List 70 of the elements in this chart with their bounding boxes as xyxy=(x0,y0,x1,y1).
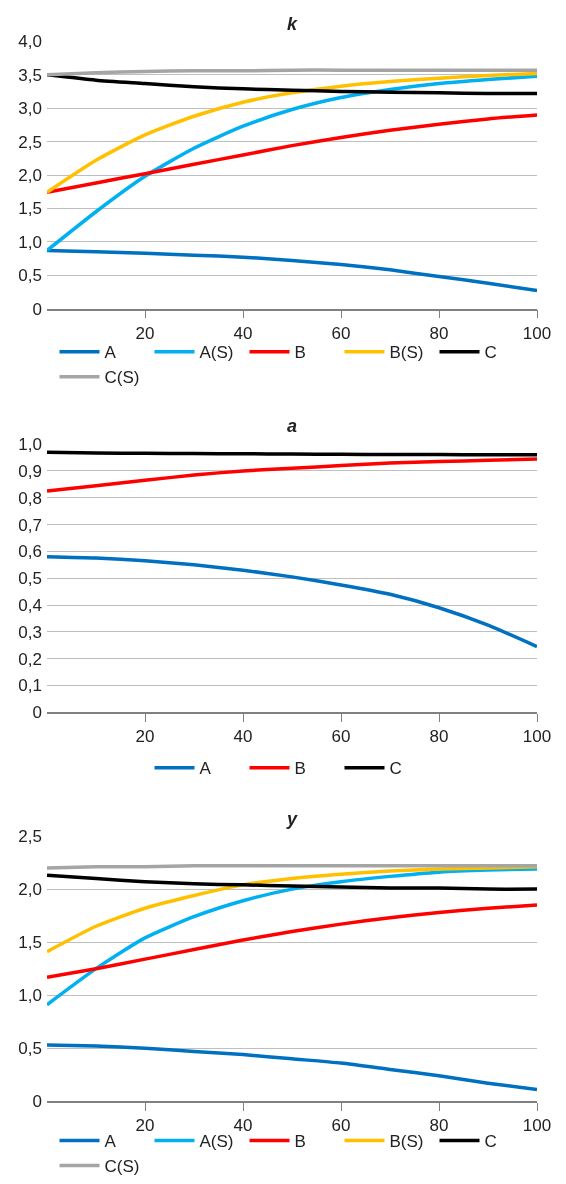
x-tick-label: 40 xyxy=(233,727,253,747)
legend-label: A xyxy=(104,343,117,363)
legend-label: B xyxy=(294,343,306,363)
y-tick-label: 2,0 xyxy=(18,165,42,185)
y-tick-label: 0,6 xyxy=(18,542,42,562)
chart-title: y xyxy=(286,809,298,829)
x-tick-label: 20 xyxy=(135,323,155,343)
x-tick-label: 60 xyxy=(331,727,351,747)
legend-label: B xyxy=(294,759,306,779)
y-tick-label: 0,5 xyxy=(18,266,42,286)
x-tick-label: 100 xyxy=(522,1116,552,1136)
x-tick-label: 80 xyxy=(429,1116,449,1136)
y-tick-label: 0,5 xyxy=(18,569,42,589)
y-tick-label: 1,0 xyxy=(18,986,42,1006)
y-tick-label: 0,9 xyxy=(18,461,42,481)
x-tick-label: 80 xyxy=(429,323,449,343)
x-tick-label: 20 xyxy=(135,727,155,747)
y-tick-label: 0,1 xyxy=(18,676,42,696)
line-series xyxy=(47,71,537,195)
y-tick-label: 0 xyxy=(32,299,42,319)
line-series xyxy=(47,457,537,493)
y-tick-label: 3,5 xyxy=(18,65,42,85)
y-tick-label: 2,5 xyxy=(18,827,42,847)
legend-label: C xyxy=(389,759,402,779)
chart-title: a xyxy=(287,416,298,436)
legend-label: A(S) xyxy=(199,343,234,363)
x-tick-label: 60 xyxy=(331,1116,351,1136)
x-tick-label: 80 xyxy=(429,727,449,747)
y-tick-label: 0,4 xyxy=(18,595,42,615)
line-series xyxy=(47,903,537,979)
legend-label: B xyxy=(294,1132,306,1152)
line-series xyxy=(47,1043,537,1092)
y-tick-label: 2,0 xyxy=(18,880,42,900)
y-tick-label: 2,5 xyxy=(18,132,42,152)
line-series xyxy=(47,73,537,96)
y-tick-label: 0 xyxy=(32,1092,42,1112)
legend-label: B(S) xyxy=(389,343,424,363)
x-tick-label: 20 xyxy=(135,1116,155,1136)
y-tick-label: 0,8 xyxy=(18,488,42,508)
y-tick-label: 0,7 xyxy=(18,515,42,535)
y-tick-label: 0,2 xyxy=(18,649,42,669)
x-tick-label: 40 xyxy=(233,1116,253,1136)
line-series xyxy=(47,867,537,1007)
legend-label: C(S) xyxy=(104,1157,140,1177)
y-tick-label: 1,0 xyxy=(18,435,42,455)
y-tick-label: 1,5 xyxy=(18,933,42,953)
legend-label: C(S) xyxy=(104,368,140,388)
y-tick-label: 0 xyxy=(32,703,42,723)
line-series xyxy=(47,248,537,293)
chart-title: k xyxy=(287,14,298,34)
line-series xyxy=(47,113,537,195)
y-tick-label: 3,0 xyxy=(18,99,42,119)
x-tick-label: 60 xyxy=(331,323,351,343)
legend-label: C xyxy=(484,343,497,363)
line-series xyxy=(47,74,537,253)
line-series xyxy=(47,873,537,891)
y-tick-label: 4,0 xyxy=(18,32,42,52)
legend-label: B(S) xyxy=(389,1132,424,1152)
y-tick-label: 0,3 xyxy=(18,622,42,642)
x-tick-label: 40 xyxy=(233,323,253,343)
x-tick-label: 100 xyxy=(522,727,552,747)
legend-label: A xyxy=(104,1132,117,1152)
legend-label: C xyxy=(484,1132,497,1152)
legend-label: A(S) xyxy=(199,1132,234,1152)
y-tick-label: 1,0 xyxy=(18,232,42,252)
x-tick-label: 100 xyxy=(522,323,552,343)
y-tick-label: 1,5 xyxy=(18,199,42,219)
line-series xyxy=(47,555,537,649)
y-tick-label: 0,5 xyxy=(18,1039,42,1059)
legend-label: A xyxy=(199,759,212,779)
